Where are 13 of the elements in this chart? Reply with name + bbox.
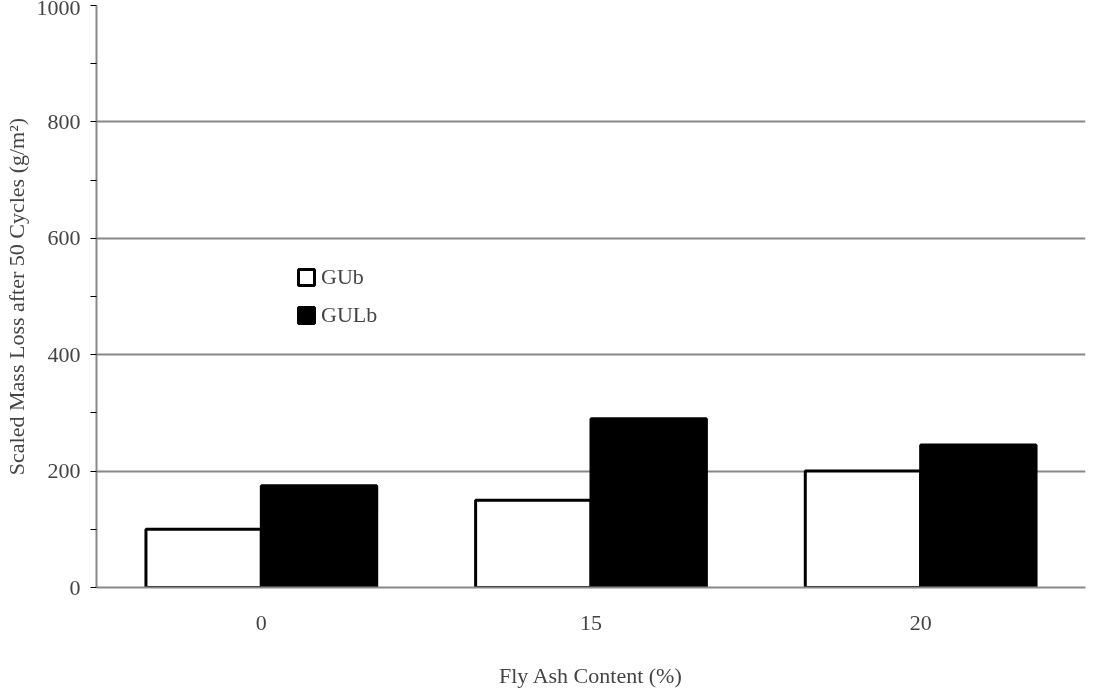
y-tick-label: 0 — [69, 574, 81, 600]
y-tick-label: 600 — [47, 225, 81, 251]
x-axis-title: Fly Ash Content (%) — [499, 662, 682, 688]
y-tick-label: 200 — [47, 458, 81, 484]
legend-label: GULb — [321, 302, 378, 328]
y-tick-label: 1000 — [36, 0, 81, 20]
y-axis-title: Scaled Mass Loss after 50 Cycles (g/m²) — [3, 117, 29, 476]
y-tick-label: 400 — [47, 341, 81, 367]
x-tick-label: 0 — [255, 609, 267, 635]
legend-label: GUb — [321, 264, 364, 290]
y-tick-label: 800 — [47, 108, 81, 134]
x-tick-label: 20 — [909, 609, 932, 635]
x-tick-label: 15 — [580, 609, 602, 635]
